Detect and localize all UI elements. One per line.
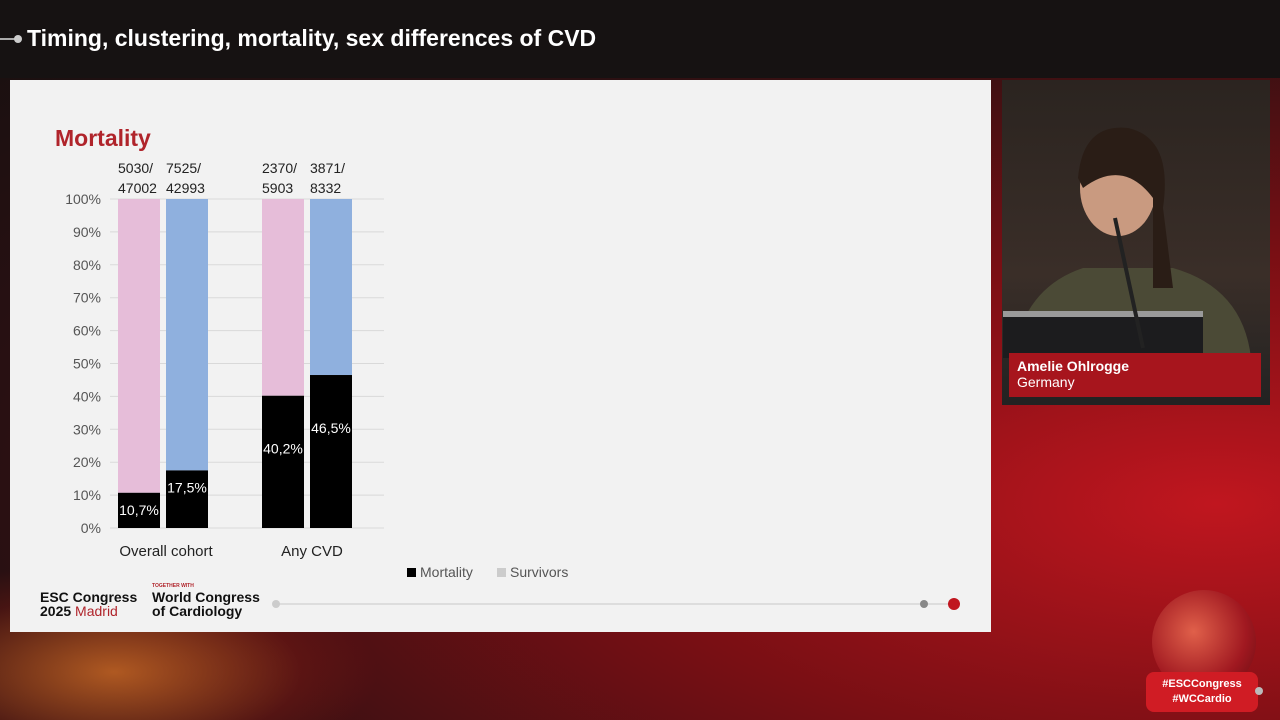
speaker-name: Amelie Ohlrogge — [1017, 358, 1130, 374]
speaker-silhouette — [1003, 127, 1251, 358]
wcc-line2: of Cardiology — [152, 603, 243, 619]
title-dot — [14, 35, 22, 43]
legend-swatch-survivors — [497, 568, 506, 577]
legend-label: Mortality — [420, 564, 473, 580]
header-bar: Timing, clustering, mortality, sex diffe… — [0, 0, 1280, 78]
progress-dot — [920, 600, 928, 608]
count-label: 2370/ — [262, 160, 297, 176]
esc-logo: ESC Congress 2025 Madrid — [40, 590, 137, 618]
y-tick-label: 20% — [73, 454, 101, 470]
progress-start-dot — [272, 600, 280, 608]
data-label: 40,2% — [263, 441, 303, 457]
hashtag-badge: #ESCCongress #WCCardio — [1146, 672, 1258, 712]
slide-progress-track — [276, 603, 956, 605]
y-tick-label: 10% — [73, 487, 101, 503]
bar-mortality — [166, 470, 208, 528]
bar-survivors — [262, 199, 304, 396]
y-tick-label: 0% — [81, 520, 101, 536]
x-category-label: Any CVD — [281, 543, 343, 560]
count-label: 5903 — [262, 180, 293, 196]
slide-title: Mortality — [55, 125, 151, 151]
bar-mortality — [118, 492, 160, 528]
esc-logo-city: Madrid — [75, 603, 118, 619]
data-label: 46,5% — [311, 420, 351, 436]
y-tick-label: 70% — [73, 290, 101, 306]
y-tick-label: 40% — [73, 388, 101, 404]
y-tick-label: 50% — [73, 356, 101, 372]
y-tick-label: 30% — [73, 421, 101, 437]
bar-survivors — [118, 199, 160, 493]
hashtag-dot — [1255, 687, 1263, 695]
wcc-logo: TOGETHER WITH World Congress of Cardiolo… — [152, 583, 260, 618]
count-label: 3871/ — [310, 160, 345, 176]
count-label: 47002 — [118, 180, 157, 196]
bar-mortality — [310, 375, 352, 528]
y-tick-label: 60% — [73, 323, 101, 339]
x-category-label: Overall cohort — [119, 543, 213, 560]
data-label: 17,5% — [167, 479, 207, 495]
hashtag-esc: #ESCCongress — [1162, 678, 1242, 690]
count-label: 8332 — [310, 180, 341, 196]
speaker-nameplate: Amelie Ohlrogge Germany — [1009, 353, 1261, 397]
esc-logo-year: 2025 — [40, 603, 72, 619]
mortality-chart: 0% 10% 20% 30% 40% 50% 60% 70% 80% 90% 100% 10,7% 50… — [65, 160, 568, 580]
count-label: 7525/ — [166, 160, 201, 176]
speaker-country: Germany — [1017, 374, 1075, 390]
title-line — [0, 38, 18, 40]
bar-survivors — [310, 199, 352, 376]
esc-logo-line1: ESC Congress — [40, 589, 138, 605]
count-label: 5030/ — [118, 160, 153, 176]
together-with: TOGETHER WITH — [152, 583, 194, 589]
legend-swatch-mortality — [407, 568, 416, 577]
data-label: 10,7% — [119, 502, 159, 518]
legend-label: Survivors — [510, 564, 568, 580]
y-tick-label: 100% — [65, 191, 101, 207]
slide: Mortality 0% 10% 20% 30% 40% 50% 60% 70% 80% 90% 1… — [10, 80, 991, 632]
wcc-line1: World Congress — [152, 589, 260, 605]
bar-mortality — [262, 395, 304, 528]
progress-current-dot — [948, 598, 960, 610]
y-tick-label: 90% — [73, 224, 101, 240]
bar-survivors — [166, 199, 208, 471]
hashtag-wc: #WCCardio — [1172, 693, 1232, 705]
page-title: Timing, clustering, mortality, sex diffe… — [27, 25, 597, 51]
y-tick-label: 80% — [73, 257, 101, 273]
count-label: 42993 — [166, 180, 205, 196]
